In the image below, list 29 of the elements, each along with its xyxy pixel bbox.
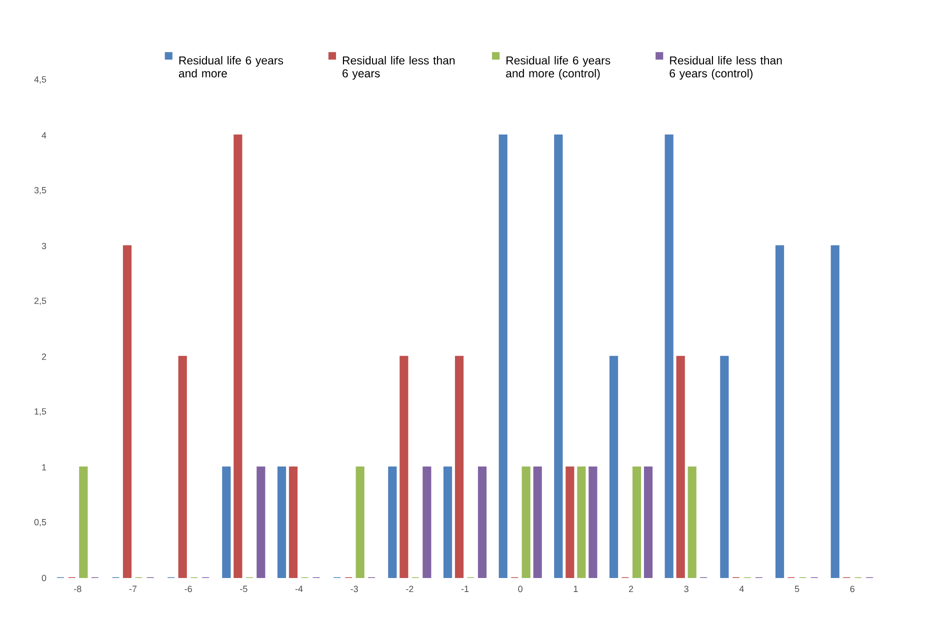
x-tick-label: -2: [406, 586, 414, 592]
x-tick-label: 0: [518, 586, 522, 592]
y-tick-label: 4: [42, 132, 46, 138]
x-tick-label: -1: [461, 586, 469, 592]
x-tick-label: 3: [684, 586, 688, 592]
y-tick-label: 1: [42, 464, 46, 470]
x-tick-label: -3: [350, 586, 358, 592]
x-tick-label: 4: [739, 586, 744, 592]
y-tick-label: 1,5: [34, 408, 46, 416]
y-tick-label: 2,5: [34, 298, 46, 306]
x-tick-label: 5: [794, 586, 800, 592]
x-tick-label: 6: [850, 586, 854, 592]
y-tick-label: 2: [42, 354, 46, 360]
y-tick-label: 0,5: [34, 518, 46, 526]
x-tick-label: -8: [74, 586, 82, 592]
y-tick-label: 4,5: [34, 76, 46, 84]
legend-label: Residual life less than 6 years: [342, 56, 455, 80]
legend-label: Residual life 6 years and more: [178, 56, 284, 78]
x-tick-label: 2: [628, 586, 634, 592]
x-tick-label: -5: [240, 586, 248, 592]
legend-label: Residual life 6 years and more (control): [506, 56, 610, 80]
x-tick-label: -7: [129, 586, 137, 592]
x-tick-label: -4: [295, 586, 303, 592]
x-tick-label: 1: [574, 586, 578, 592]
legend-label: Residual life less than 6 years (control): [670, 56, 782, 80]
y-tick-label: 0: [42, 574, 46, 582]
y-tick-label: 3: [42, 242, 46, 250]
y-tick-label: 3,5: [34, 186, 46, 194]
x-tick-label: -6: [184, 586, 192, 592]
